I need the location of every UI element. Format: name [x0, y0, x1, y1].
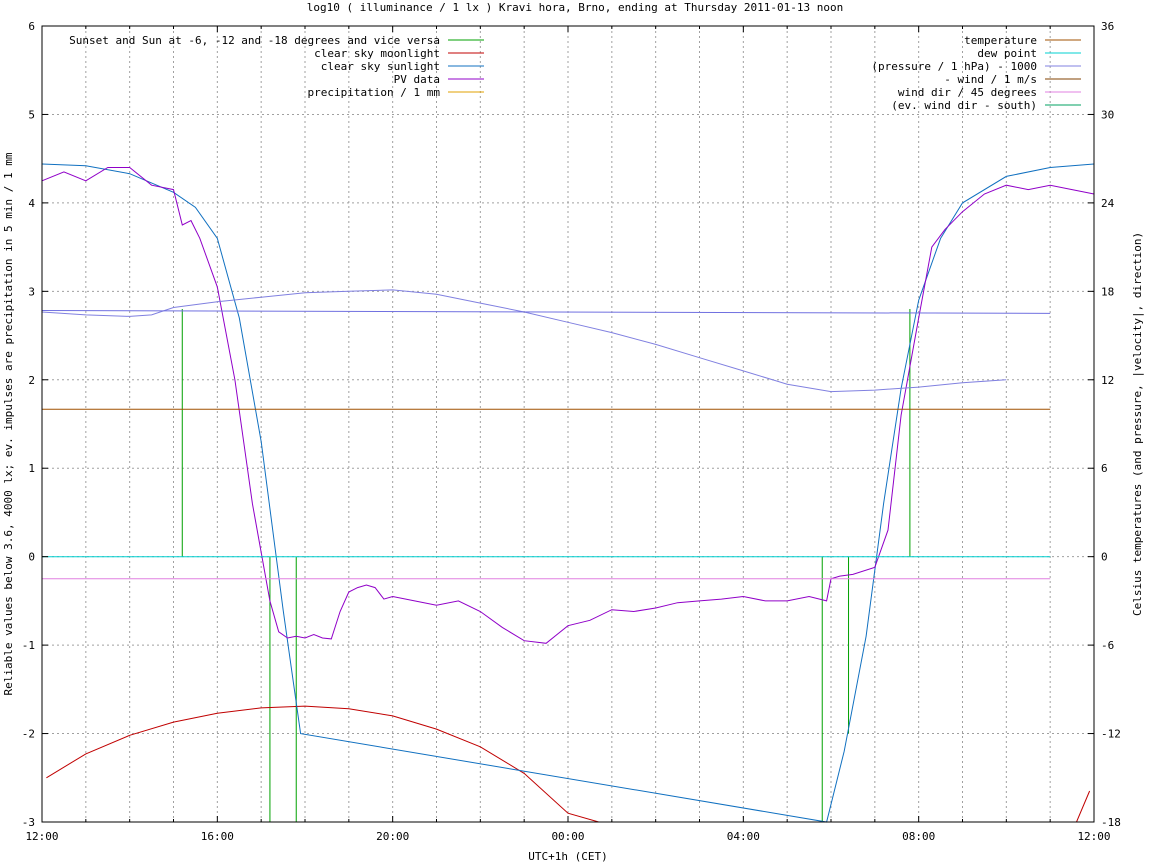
legend-label: PV data: [394, 73, 440, 86]
grid-layer: [42, 26, 1094, 822]
legend-layer: Sunset and Sun at -6, -12 and -18 degree…: [69, 34, 1081, 112]
y2-tick-label: 24: [1101, 197, 1115, 210]
series-line: [41, 167, 1095, 644]
y2-tick-label: -12: [1101, 728, 1121, 741]
y2-tick-label: 12: [1101, 374, 1114, 387]
legend-label: (pressure / 1 hPa) - 1000: [871, 60, 1037, 73]
x-tick-label: 20:00: [376, 830, 409, 843]
y2-tick-label: 6: [1101, 462, 1108, 475]
x-tick-label: 12:00: [25, 830, 58, 843]
x-tick-label: 08:00: [902, 830, 935, 843]
x-tick-label: 04:00: [727, 830, 760, 843]
y2-tick-label: 18: [1101, 285, 1114, 298]
series-line: [41, 310, 1051, 314]
series-line: [46, 705, 1091, 823]
y-tick-label: 3: [28, 285, 35, 298]
y-tick-label: 5: [28, 108, 35, 121]
legend-label: dew point: [977, 47, 1037, 60]
y-tick-label: -1: [22, 639, 35, 652]
series-line: [41, 289, 1007, 393]
y-axis-label: Reliable values below 3.6, 4000 lx; ev. …: [2, 152, 15, 695]
legend-label: - wind / 1 m/s: [944, 73, 1037, 86]
y-tick-label: -2: [22, 728, 35, 741]
y2-tick-label: 0: [1101, 551, 1108, 564]
chart-title: log10 ( illuminance / 1 lx ) Kravi hora,…: [307, 1, 843, 14]
y-tick-label: 6: [28, 20, 35, 33]
x-axis-label: UTC+1h (CET): [528, 850, 607, 863]
y-tick-label: 2: [28, 374, 35, 387]
y2-tick-label: -18: [1101, 816, 1121, 829]
y2-tick-label: 30: [1101, 108, 1114, 121]
legend-label: precipitation / 1 mm: [308, 86, 441, 99]
y-tick-label: 1: [28, 462, 35, 475]
legend-label: clear sky moonlight: [314, 47, 440, 60]
legend-label: wind dir / 45 degrees: [898, 86, 1037, 99]
y-tick-label: 0: [28, 551, 35, 564]
y2-tick-label: 36: [1101, 20, 1114, 33]
y-tick-label: -3: [22, 816, 35, 829]
y-tick-label: 4: [28, 197, 35, 210]
legend-label: Sunset and Sun at -6, -12 and -18 degree…: [69, 34, 440, 47]
x-tick-label: 12:00: [1077, 830, 1110, 843]
legend-label: (ev. wind dir - south): [891, 99, 1037, 112]
y2-tick-label: -6: [1101, 639, 1114, 652]
x-tick-label: 16:00: [201, 830, 234, 843]
axis-layer: 12:00 16:00 20:00 00:00 04:00 08:00 12:00-3-2-…: [22, 20, 1121, 843]
x-tick-label: 00:00: [551, 830, 584, 843]
legend-label: clear sky sunlight: [321, 60, 440, 73]
series-layer: [41, 163, 1095, 823]
y2-axis-label: Celsius temperatures (and pressure, |vel…: [1131, 232, 1144, 616]
legend-label: temperature: [964, 34, 1037, 47]
